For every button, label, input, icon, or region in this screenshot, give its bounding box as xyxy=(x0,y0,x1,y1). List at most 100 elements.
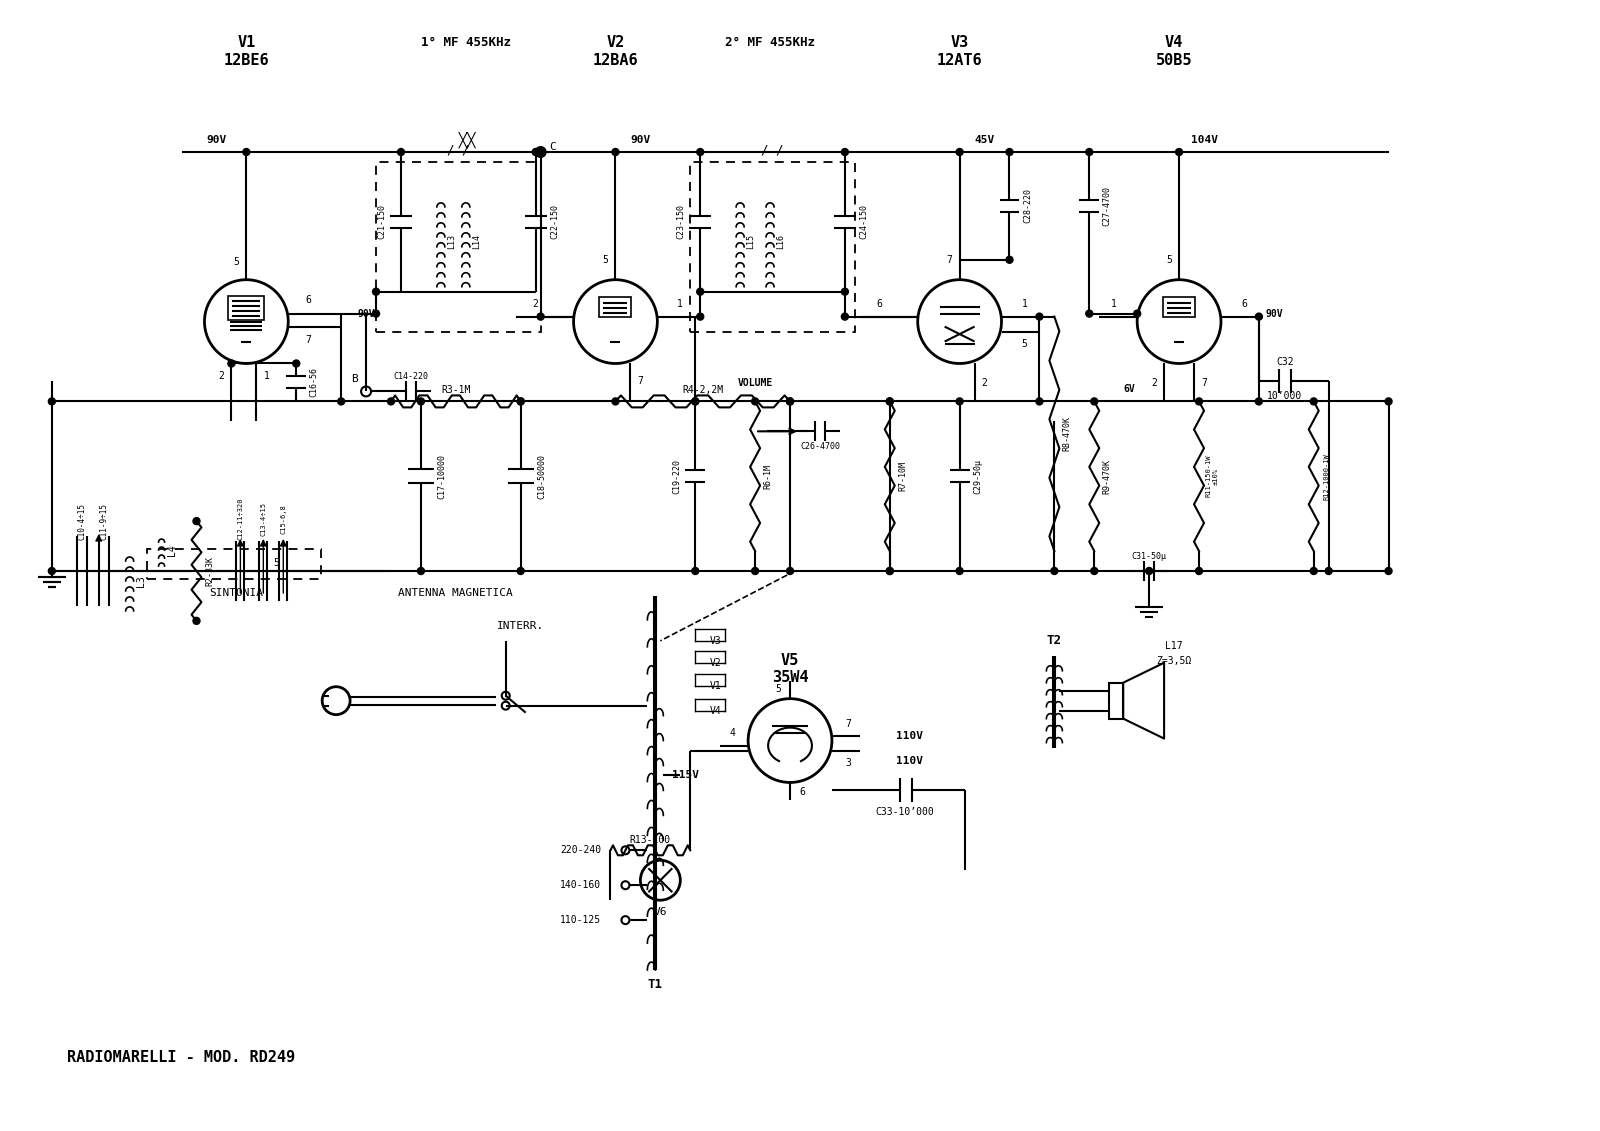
Circle shape xyxy=(611,398,619,405)
Text: 140-160: 140-160 xyxy=(560,880,602,890)
Circle shape xyxy=(842,148,848,155)
Text: 90V: 90V xyxy=(1266,309,1283,319)
Circle shape xyxy=(691,568,699,575)
Text: 4: 4 xyxy=(730,727,734,737)
Text: 7: 7 xyxy=(845,718,851,728)
Text: C21-150: C21-150 xyxy=(378,205,387,240)
Text: 6: 6 xyxy=(798,787,805,797)
Circle shape xyxy=(1386,398,1392,405)
Circle shape xyxy=(194,618,200,624)
Text: 90V: 90V xyxy=(206,135,227,145)
Circle shape xyxy=(1091,398,1098,405)
Text: C33-10’000: C33-10’000 xyxy=(875,808,934,818)
Text: 220-240: 220-240 xyxy=(560,845,602,855)
Text: SINTONIA: SINTONIA xyxy=(210,588,264,598)
Text: C17-10000: C17-10000 xyxy=(437,454,446,499)
Text: L16: L16 xyxy=(776,234,786,249)
Text: / /: / / xyxy=(762,144,784,156)
Text: INTERR.: INTERR. xyxy=(498,621,544,631)
Bar xyxy=(1109,683,1123,718)
Text: C14-220: C14-220 xyxy=(394,372,429,381)
Text: C23-150: C23-150 xyxy=(677,205,686,240)
Text: 6: 6 xyxy=(306,295,310,304)
Text: C18-50000: C18-50000 xyxy=(538,454,546,499)
Circle shape xyxy=(373,310,379,317)
Text: C29-50μ: C29-50μ xyxy=(973,459,982,494)
Text: 12AT6: 12AT6 xyxy=(936,53,982,68)
Bar xyxy=(600,296,632,317)
Circle shape xyxy=(1035,313,1043,320)
Text: B: B xyxy=(350,374,357,385)
Text: 2: 2 xyxy=(982,379,987,388)
Circle shape xyxy=(1146,568,1152,575)
Text: 1: 1 xyxy=(264,371,269,381)
Circle shape xyxy=(787,398,794,405)
Text: V5: V5 xyxy=(781,654,798,668)
Circle shape xyxy=(611,148,619,155)
Circle shape xyxy=(1086,310,1093,317)
Circle shape xyxy=(1091,568,1098,575)
Text: VOLUME: VOLUME xyxy=(738,379,773,388)
Circle shape xyxy=(886,398,893,405)
Circle shape xyxy=(48,398,56,405)
Circle shape xyxy=(842,288,848,295)
Circle shape xyxy=(752,398,758,405)
Text: C19-220: C19-220 xyxy=(674,459,682,494)
Circle shape xyxy=(1086,148,1093,155)
Circle shape xyxy=(1195,398,1203,405)
Text: 5: 5 xyxy=(274,558,280,568)
Text: 50B5: 50B5 xyxy=(1155,53,1192,68)
Text: 6: 6 xyxy=(877,299,883,309)
Text: 12BA6: 12BA6 xyxy=(592,53,638,68)
Text: C12-11÷320: C12-11÷320 xyxy=(237,498,243,541)
Bar xyxy=(690,162,854,331)
Circle shape xyxy=(1386,568,1392,575)
Text: 2: 2 xyxy=(533,299,539,309)
Text: C10-4÷15: C10-4÷15 xyxy=(77,502,86,539)
Text: R11-150-1W
±10%: R11-150-1W ±10% xyxy=(1205,455,1219,498)
Circle shape xyxy=(691,398,699,405)
Text: / /: / / xyxy=(446,144,469,156)
Circle shape xyxy=(397,148,405,155)
Text: V1: V1 xyxy=(709,681,722,691)
Text: C22-150: C22-150 xyxy=(550,205,558,240)
Text: 45V: 45V xyxy=(974,135,995,145)
Text: R9-470K: R9-470K xyxy=(1102,459,1112,494)
Bar xyxy=(376,162,541,331)
Text: L13: L13 xyxy=(448,234,456,249)
Text: 1° MF 455KHz: 1° MF 455KHz xyxy=(421,36,510,49)
Circle shape xyxy=(1256,313,1262,320)
Text: 7: 7 xyxy=(947,254,952,265)
Text: V2: V2 xyxy=(606,35,624,50)
Circle shape xyxy=(1134,310,1141,317)
Circle shape xyxy=(373,288,379,295)
Circle shape xyxy=(1256,398,1262,405)
Text: 1: 1 xyxy=(677,299,683,309)
Circle shape xyxy=(696,313,704,320)
Text: R2-33K: R2-33K xyxy=(205,556,214,586)
Circle shape xyxy=(338,398,344,405)
Circle shape xyxy=(418,568,424,575)
Text: T1: T1 xyxy=(648,978,662,992)
Circle shape xyxy=(227,360,235,366)
Text: 3: 3 xyxy=(845,758,851,768)
Circle shape xyxy=(886,398,893,405)
Text: C28-220: C28-220 xyxy=(1022,189,1032,224)
Bar xyxy=(229,295,264,320)
Text: 7: 7 xyxy=(637,377,643,387)
Text: 2° MF 455KHz: 2° MF 455KHz xyxy=(725,36,814,49)
Circle shape xyxy=(517,398,525,405)
Circle shape xyxy=(696,148,704,155)
Text: L3: L3 xyxy=(136,575,146,587)
Text: R4-2,2M: R4-2,2M xyxy=(682,386,723,396)
Circle shape xyxy=(787,398,794,405)
Text: C31-50μ: C31-50μ xyxy=(1131,552,1166,561)
Circle shape xyxy=(842,313,848,320)
Circle shape xyxy=(886,568,893,575)
Circle shape xyxy=(752,568,758,575)
Text: 10’000: 10’000 xyxy=(1267,391,1302,402)
Text: 90V: 90V xyxy=(357,309,374,319)
Text: V4: V4 xyxy=(709,706,722,716)
Text: 12BE6: 12BE6 xyxy=(224,53,269,68)
Text: C26-4700: C26-4700 xyxy=(800,442,840,451)
